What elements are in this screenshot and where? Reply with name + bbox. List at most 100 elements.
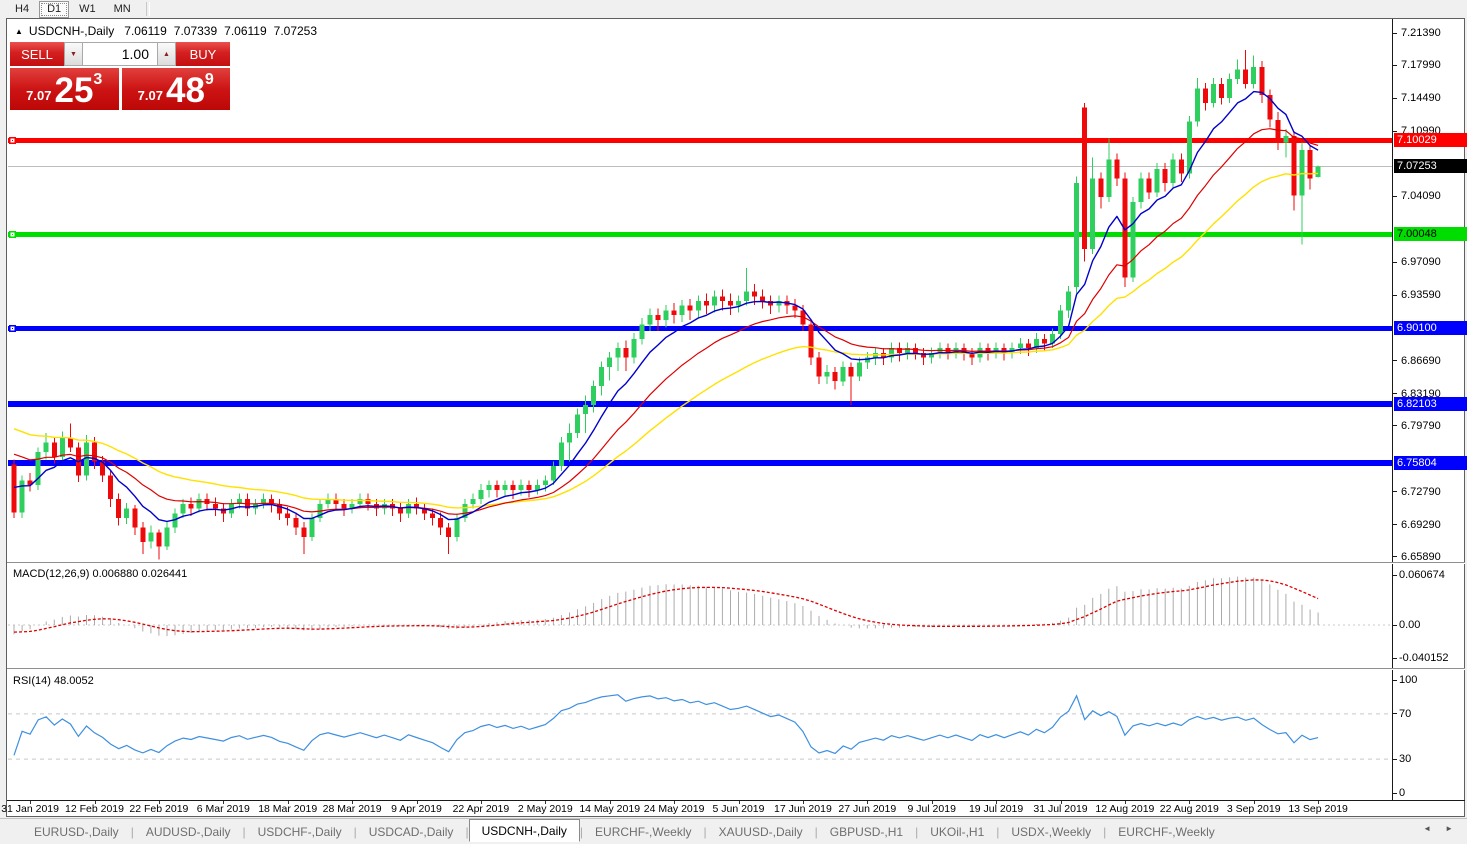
- sell-price-prefix: 7.07: [26, 88, 52, 103]
- ma-fast: [13, 90, 1319, 523]
- horizontal-level-line[interactable]: [8, 325, 1392, 331]
- price-axis-border: [1392, 19, 1393, 801]
- date-tick-mark: [1060, 801, 1062, 804]
- price-tick-label: 7.04090: [1401, 190, 1441, 203]
- timeframe-d1-button[interactable]: D1: [39, 0, 70, 18]
- chart-tab-usdx-weekly[interactable]: USDX-,Weekly: [1011, 824, 1092, 839]
- date-tick-mark: [867, 801, 869, 804]
- chart-tab-usdcad-daily[interactable]: USDCAD-,Daily: [368, 824, 454, 839]
- price-tick-label: 6.79790: [1401, 419, 1441, 432]
- horizontal-level-line[interactable]: [8, 231, 1392, 237]
- timeframe-toolbar: H4 D1 W1 MN: [0, 0, 1467, 18]
- ma-medium: [13, 128, 1319, 515]
- date-tick-label: 9 Apr 2019: [391, 803, 442, 815]
- level-line-handle[interactable]: [9, 136, 16, 144]
- volume-increase-button[interactable]: ▲: [157, 42, 176, 66]
- volume-input[interactable]: 1.00: [83, 42, 157, 66]
- date-tick-mark: [480, 801, 482, 804]
- date-tick-label: 27 Jun 2019: [838, 803, 897, 815]
- level-line-handle[interactable]: [9, 324, 16, 332]
- buy-button[interactable]: BUY: [176, 42, 230, 66]
- tab-scroll-right-icon[interactable]: ►: [1445, 824, 1453, 833]
- candlestick-chart[interactable]: [8, 20, 1392, 561]
- price-tick-mark: [1393, 195, 1397, 197]
- sell-button[interactable]: SELL: [10, 42, 64, 66]
- macd-signal-line: [13, 579, 1319, 633]
- chart-tab-ukoil-h1[interactable]: UKOil-,H1: [930, 824, 985, 839]
- tab-separator: |: [465, 824, 469, 839]
- rsi-label: RSI(14) 48.0052: [13, 675, 94, 687]
- date-tick-mark: [802, 801, 804, 804]
- timeframe-w1-button[interactable]: W1: [79, 3, 96, 15]
- chart-tab-eurusd-daily[interactable]: EURUSD-,Daily: [34, 824, 119, 839]
- buy-price-fraction: 9: [204, 71, 214, 88]
- tab-separator: |: [814, 824, 818, 839]
- price-tick-label: 6.93590: [1401, 289, 1441, 302]
- current-price-line: [8, 166, 1392, 168]
- macd-tick-label: 0.060674: [1399, 569, 1445, 581]
- chart-tab-usdcnh-daily[interactable]: USDCNH-,Daily: [468, 819, 580, 842]
- price-tick-label: 6.97090: [1401, 256, 1441, 269]
- horizontal-level-line[interactable]: [8, 460, 1392, 467]
- price-tick-mark: [1393, 491, 1397, 493]
- chart-tab-bar: EURUSD-,Daily | AUDUSD-,Daily | USDCHF-,Dail…: [0, 818, 1467, 844]
- ohlc-high: 7.07339: [173, 24, 218, 38]
- date-tick-mark: [287, 801, 289, 804]
- chart-tab-eurchf-weekly[interactable]: EURCHF-,Weekly: [595, 824, 692, 839]
- date-tick-label: 5 Jun 2019: [712, 803, 765, 815]
- toolbar-separator: [145, 2, 150, 16]
- price-tick-label: 6.83190: [1401, 387, 1441, 400]
- price-level-badge: 7.00048: [1394, 227, 1467, 242]
- date-tick-mark: [1318, 801, 1320, 804]
- price-level-badge: 6.82103: [1394, 396, 1467, 411]
- date-tick-mark: [416, 801, 418, 804]
- date-tick-label: 12 Feb 2019: [65, 803, 124, 815]
- tab-scroll-left-icon[interactable]: ◄: [1423, 824, 1432, 833]
- price-tick-mark: [1393, 393, 1397, 395]
- date-tick-mark: [30, 801, 32, 804]
- tab-separator: |: [703, 824, 707, 839]
- chart-tab-gbpusd-h1[interactable]: GBPUSD-,H1: [829, 824, 904, 839]
- tab-separator: |: [130, 824, 134, 839]
- tab-separator: |: [579, 824, 584, 839]
- chart-tab-eurchf-weekly[interactable]: EURCHF-,Weekly: [1118, 824, 1215, 839]
- price-tick-mark: [1393, 130, 1397, 132]
- date-tick-mark: [223, 801, 225, 804]
- date-tick-mark: [1253, 801, 1255, 804]
- date-tick-mark: [996, 801, 998, 804]
- level-line-handle[interactable]: [9, 230, 16, 238]
- date-tick-label: 31 Jan 2019: [1, 803, 59, 815]
- macd-tick-mark: [1393, 574, 1397, 576]
- pane-separator-main-macd[interactable]: [7, 562, 1465, 564]
- rsi-tick-label: 0: [1399, 787, 1406, 799]
- horizontal-level-line[interactable]: [8, 137, 1392, 143]
- date-tick-label: 12 Aug 2019: [1095, 803, 1155, 815]
- price-level-badge: 7.10029: [1394, 133, 1467, 148]
- price-tick-label: 6.65890: [1401, 550, 1441, 563]
- chart-tab-xauusd-daily[interactable]: XAUUSD-,Daily: [718, 824, 803, 839]
- date-tick-mark: [931, 801, 933, 804]
- sell-price-display[interactable]: 7.07 25 3: [10, 68, 119, 110]
- date-tick-label: 9 Jul 2019: [907, 803, 956, 815]
- timeframe-mn-button[interactable]: MN: [113, 3, 131, 15]
- date-tick-label: 22 Feb 2019: [129, 803, 189, 815]
- price-tick-label: 6.69290: [1401, 518, 1441, 531]
- collapse-arrow-icon[interactable]: ▲: [15, 26, 23, 36]
- timeframe-h4-button[interactable]: H4: [15, 3, 30, 15]
- macd-indicator-chart[interactable]: [8, 566, 1392, 667]
- horizontal-level-line[interactable]: [8, 400, 1392, 407]
- rsi-tick-label: 30: [1399, 753, 1412, 766]
- buy-price-display[interactable]: 7.07 48 9: [121, 68, 230, 110]
- date-tick-mark: [1189, 801, 1191, 804]
- rsi-indicator-chart[interactable]: [8, 672, 1392, 799]
- pane-separator-macd-rsi[interactable]: [7, 668, 1465, 670]
- date-tick-label: 6 Mar 2019: [196, 803, 250, 815]
- volume-decrease-button[interactable]: ▼: [64, 42, 83, 66]
- tab-scroll-arrows: ◄ ►: [1423, 824, 1453, 833]
- date-tick-mark: [674, 801, 676, 804]
- chart-window: [6, 18, 1465, 817]
- chart-tab-audusd-daily[interactable]: AUDUSD-,Daily: [145, 824, 231, 839]
- chart-tab-usdchf-daily[interactable]: USDCHF-,Daily: [257, 824, 342, 839]
- date-tick-label: 17 Jun 2019: [773, 803, 832, 815]
